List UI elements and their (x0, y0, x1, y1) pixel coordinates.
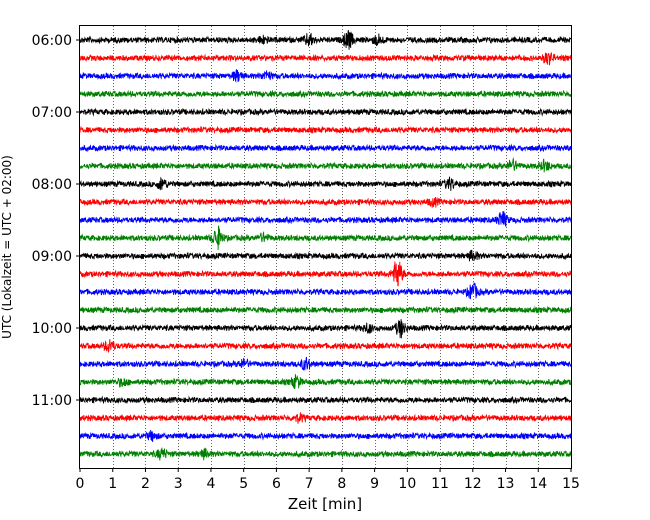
trace-0 (79, 30, 572, 50)
x-tick-label-5: 5 (239, 476, 248, 492)
x-tick-label-7: 7 (305, 476, 314, 492)
x-tick-label-9: 9 (370, 476, 379, 492)
trace-5 (79, 125, 572, 135)
trace-7 (79, 157, 572, 173)
y-tick-label-09:00: 09:00 (32, 249, 72, 265)
trace-layer (79, 30, 572, 461)
trace-23 (79, 447, 572, 461)
x-tick-label-2: 2 (141, 476, 150, 492)
trace-8 (79, 176, 572, 191)
trace-9 (79, 196, 572, 208)
y-tick-label-07:00: 07:00 (32, 105, 72, 121)
x-tick-label-0: 0 (76, 476, 85, 492)
x-tick-label-8: 8 (337, 476, 346, 492)
trace-2 (79, 69, 572, 83)
x-tick-label-12: 12 (464, 476, 482, 492)
trace-17 (79, 339, 572, 353)
y-tick-label-11:00: 11:00 (32, 393, 72, 409)
x-axis-ticks: 0 1 2 3 4 5 6 7 8 9 10 11 12 13 14 15 (76, 468, 580, 492)
trace-18 (79, 356, 572, 371)
y-tick-label-06:00: 06:00 (32, 33, 72, 49)
trace-22 (79, 429, 572, 443)
x-tick-label-15: 15 (562, 476, 580, 492)
trace-3 (79, 89, 572, 99)
trace-11 (79, 225, 572, 250)
trace-20 (79, 395, 572, 405)
trace-1 (79, 52, 572, 66)
y-tick-label-08:00: 08:00 (32, 177, 72, 193)
trace-19 (79, 374, 572, 390)
x-tick-label-10: 10 (398, 476, 416, 492)
plot-frame (79, 25, 572, 469)
trace-13 (79, 261, 572, 287)
x-axis-label: Zeit [min] (288, 495, 362, 513)
trace-21 (79, 412, 572, 424)
trace-4 (79, 107, 572, 117)
trace-12 (79, 249, 572, 262)
x-tick-label-11: 11 (431, 476, 449, 492)
trace-14 (79, 281, 572, 300)
trace-10 (79, 211, 572, 228)
x-tick-label-1: 1 (108, 476, 117, 492)
y-axis-label: UTC (Lokalzeit = UTC + 02:00) (0, 155, 14, 339)
trace-15 (79, 305, 572, 315)
y-tick-label-10:00: 10:00 (32, 321, 72, 337)
x-tick-label-6: 6 (272, 476, 281, 492)
x-tick-label-4: 4 (206, 476, 215, 492)
trace-16 (79, 319, 572, 339)
x-tick-label-3: 3 (174, 476, 183, 492)
trace-6 (79, 143, 572, 153)
x-tick-label-13: 13 (497, 476, 515, 492)
y-axis-ticks: 06:00 07:00 08:00 09:00 10:00 11:00 (32, 33, 80, 409)
x-tick-label-14: 14 (529, 476, 547, 492)
